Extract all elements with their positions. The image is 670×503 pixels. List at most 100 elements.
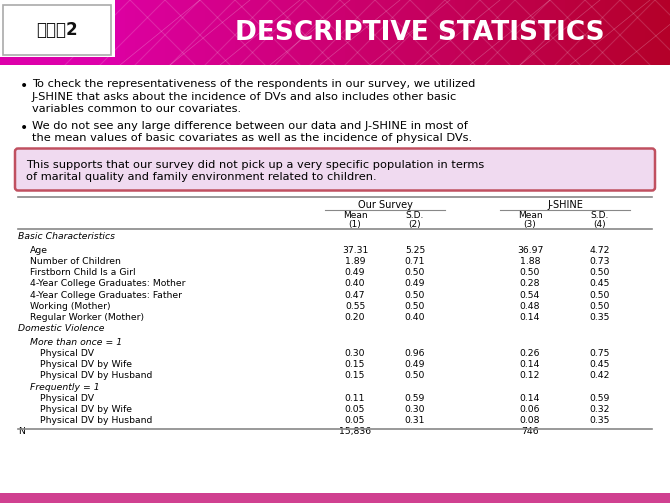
Bar bbox=[585, 0, 591, 65]
Text: 0.31: 0.31 bbox=[405, 416, 425, 425]
Text: 1.89: 1.89 bbox=[345, 257, 365, 266]
Text: 0.08: 0.08 bbox=[520, 416, 540, 425]
Text: 0.50: 0.50 bbox=[520, 268, 540, 277]
Bar bbox=[455, 0, 461, 65]
Bar bbox=[200, 0, 206, 65]
Bar bbox=[205, 0, 211, 65]
Bar bbox=[210, 0, 216, 65]
Text: 0.54: 0.54 bbox=[520, 291, 540, 299]
Text: Firstborn Child Is a Girl: Firstborn Child Is a Girl bbox=[30, 268, 135, 277]
Bar bbox=[635, 0, 641, 65]
Bar bbox=[290, 0, 296, 65]
Text: 0.30: 0.30 bbox=[405, 405, 425, 414]
Bar bbox=[310, 0, 316, 65]
Bar bbox=[265, 0, 271, 65]
Text: 0.50: 0.50 bbox=[405, 371, 425, 380]
Bar bbox=[665, 0, 670, 65]
Text: 1.88: 1.88 bbox=[520, 257, 540, 266]
Bar bbox=[460, 0, 466, 65]
Text: 0.26: 0.26 bbox=[520, 349, 540, 358]
Text: 0.50: 0.50 bbox=[590, 291, 610, 299]
Text: Working (Mother): Working (Mother) bbox=[30, 302, 111, 311]
Bar bbox=[285, 0, 291, 65]
Bar bbox=[185, 0, 191, 65]
Text: 0.40: 0.40 bbox=[345, 279, 365, 288]
Text: Physical DV by Wife: Physical DV by Wife bbox=[40, 360, 132, 369]
Text: of marital quality and family environment related to children.: of marital quality and family environmen… bbox=[26, 172, 377, 182]
Text: Mean: Mean bbox=[342, 210, 367, 219]
Bar bbox=[465, 0, 471, 65]
Bar bbox=[385, 0, 391, 65]
Bar bbox=[575, 0, 581, 65]
Text: 0.05: 0.05 bbox=[345, 405, 365, 414]
Text: 0.59: 0.59 bbox=[405, 394, 425, 403]
Bar bbox=[540, 0, 546, 65]
Bar bbox=[495, 0, 501, 65]
Text: 0.15: 0.15 bbox=[345, 371, 365, 380]
Bar bbox=[0, 493, 670, 503]
Bar bbox=[570, 0, 576, 65]
Text: 0.40: 0.40 bbox=[405, 313, 425, 322]
Text: 0.55: 0.55 bbox=[345, 302, 365, 311]
Bar bbox=[515, 0, 521, 65]
Bar bbox=[525, 0, 531, 65]
Text: 0.11: 0.11 bbox=[345, 394, 365, 403]
Bar bbox=[435, 0, 441, 65]
Bar bbox=[605, 0, 611, 65]
Text: variables common to our covariates.: variables common to our covariates. bbox=[32, 104, 241, 114]
Text: 0.75: 0.75 bbox=[590, 349, 610, 358]
Bar bbox=[120, 0, 126, 65]
Bar bbox=[315, 0, 321, 65]
Bar bbox=[170, 0, 176, 65]
Bar bbox=[180, 0, 186, 65]
Text: 0.59: 0.59 bbox=[590, 394, 610, 403]
Text: Mean: Mean bbox=[518, 210, 542, 219]
Text: 4-Year College Graduates: Mother: 4-Year College Graduates: Mother bbox=[30, 279, 186, 288]
Bar bbox=[335, 0, 341, 65]
Bar bbox=[325, 0, 331, 65]
Text: 0.14: 0.14 bbox=[520, 313, 540, 322]
Text: 0.50: 0.50 bbox=[590, 268, 610, 277]
Text: 0.50: 0.50 bbox=[590, 302, 610, 311]
Bar bbox=[300, 0, 306, 65]
Bar bbox=[615, 0, 621, 65]
Text: Regular Worker (Mother): Regular Worker (Mother) bbox=[30, 313, 144, 322]
Text: 0.28: 0.28 bbox=[520, 279, 540, 288]
Bar bbox=[145, 0, 151, 65]
Text: S.D.: S.D. bbox=[591, 210, 609, 219]
Text: 0.45: 0.45 bbox=[590, 279, 610, 288]
Text: 0.35: 0.35 bbox=[590, 313, 610, 322]
Bar bbox=[235, 0, 241, 65]
Bar bbox=[545, 0, 551, 65]
Text: 0.45: 0.45 bbox=[590, 360, 610, 369]
Text: 0.71: 0.71 bbox=[405, 257, 425, 266]
Bar bbox=[405, 0, 411, 65]
Text: 0.06: 0.06 bbox=[520, 405, 540, 414]
Text: We do not see any large difference between our data and J-SHINE in most of: We do not see any large difference betwe… bbox=[32, 121, 468, 130]
Text: 36.97: 36.97 bbox=[517, 245, 543, 255]
Bar bbox=[240, 0, 246, 65]
Bar bbox=[215, 0, 221, 65]
Text: •: • bbox=[20, 121, 28, 134]
Bar bbox=[345, 0, 351, 65]
Bar bbox=[410, 0, 416, 65]
Text: Domestic Violence: Domestic Violence bbox=[18, 324, 105, 333]
Text: To check the representativeness of the respondents in our survey, we utilized: To check the representativeness of the r… bbox=[32, 79, 476, 89]
Bar bbox=[500, 0, 506, 65]
Bar bbox=[125, 0, 131, 65]
Bar bbox=[425, 0, 431, 65]
Bar bbox=[390, 0, 396, 65]
Bar bbox=[320, 0, 326, 65]
Bar bbox=[580, 0, 586, 65]
Bar bbox=[135, 0, 141, 65]
Bar bbox=[630, 0, 636, 65]
Bar bbox=[360, 0, 366, 65]
Text: 0.50: 0.50 bbox=[405, 302, 425, 311]
Bar bbox=[260, 0, 266, 65]
Text: Number of Children: Number of Children bbox=[30, 257, 121, 266]
Text: 0.48: 0.48 bbox=[520, 302, 540, 311]
Text: 0.47: 0.47 bbox=[345, 291, 365, 299]
Bar bbox=[660, 0, 666, 65]
Text: 15,836: 15,836 bbox=[339, 428, 371, 437]
Bar bbox=[415, 0, 421, 65]
